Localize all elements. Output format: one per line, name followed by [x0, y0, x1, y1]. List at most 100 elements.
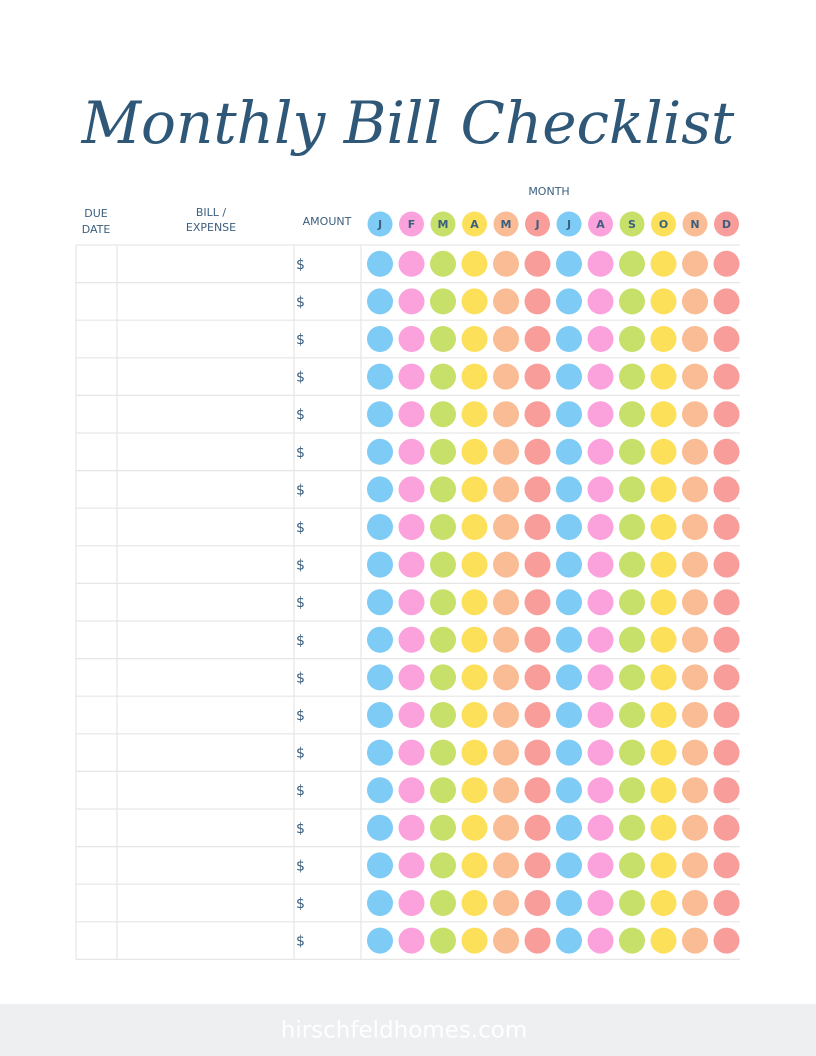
- month-circle: [619, 211, 645, 237]
- check-circle: [587, 739, 614, 766]
- check-circle: [682, 739, 708, 766]
- check-circle: [367, 777, 393, 804]
- check-circle: [556, 551, 582, 578]
- check-circle: [619, 852, 645, 879]
- check-circle: [461, 852, 488, 879]
- check-circle: [367, 288, 393, 315]
- amount-sign: $: [296, 482, 305, 498]
- check-circle: [367, 890, 393, 916]
- check-circle: [682, 476, 708, 503]
- check-circle: [524, 702, 551, 728]
- check-circle: [619, 664, 645, 691]
- check-circle: [650, 401, 677, 428]
- due-date-header: DUE: [84, 207, 108, 220]
- check-circle: [493, 814, 519, 841]
- footer-site: hirschfeldhomes.com: [281, 1018, 528, 1044]
- check-circle: [430, 551, 456, 578]
- check-circle: [713, 890, 740, 916]
- check-circle: [493, 890, 519, 916]
- check-circle: [556, 739, 582, 766]
- check-circle: [461, 739, 488, 766]
- check-circle: [556, 438, 582, 465]
- check-circle: [524, 664, 551, 691]
- amount-sign: $: [296, 445, 305, 461]
- check-circle: [713, 702, 740, 728]
- month-circle: [367, 211, 393, 237]
- check-circle: [650, 438, 677, 465]
- check-circle: [650, 927, 677, 954]
- check-circle: [650, 326, 677, 352]
- check-circle: [367, 927, 393, 954]
- check-circle: [682, 514, 708, 540]
- check-circle: [398, 551, 425, 578]
- check-circle: [713, 401, 740, 428]
- check-circle: [430, 326, 456, 352]
- check-circle: [461, 589, 488, 616]
- check-circle: [493, 438, 519, 465]
- check-circle: [619, 363, 645, 390]
- check-circle: [619, 814, 645, 841]
- check-circle: [587, 626, 614, 653]
- bill-header: BILL /: [196, 206, 227, 219]
- check-circle: [682, 890, 708, 916]
- check-circle: [619, 739, 645, 766]
- check-circle: [587, 702, 614, 728]
- check-circle: [587, 814, 614, 841]
- check-circle: [650, 852, 677, 879]
- check-circle: [398, 326, 425, 352]
- check-circle: [461, 514, 488, 540]
- check-circle: [493, 401, 519, 428]
- footer-band: [0, 1004, 816, 1056]
- check-circle: [556, 814, 582, 841]
- month-label: MONTH: [528, 185, 569, 198]
- check-circle: [713, 551, 740, 578]
- check-circle: [556, 514, 582, 540]
- check-circle: [524, 589, 551, 616]
- bill-header: EXPENSE: [186, 221, 236, 234]
- month-circle: [556, 211, 582, 237]
- check-circle: [493, 777, 519, 804]
- check-circle: [367, 589, 393, 616]
- amount-sign: $: [296, 633, 305, 649]
- check-circle: [619, 326, 645, 352]
- check-circle: [461, 702, 488, 728]
- check-circle: [713, 927, 740, 954]
- check-circle: [524, 777, 551, 804]
- check-circle: [398, 363, 425, 390]
- check-circle: [524, 626, 551, 653]
- check-circle: [587, 589, 614, 616]
- check-circle: [713, 626, 740, 653]
- check-circle: [587, 852, 614, 879]
- check-circle: [556, 589, 582, 616]
- check-circle: [367, 326, 393, 352]
- month-circle: [430, 211, 456, 237]
- check-circle: [682, 438, 708, 465]
- amount-sign: $: [296, 670, 305, 686]
- check-circle: [619, 514, 645, 540]
- check-circle: [430, 739, 456, 766]
- check-circle: [682, 814, 708, 841]
- check-circle: [367, 664, 393, 691]
- amount-sign: $: [296, 520, 305, 536]
- check-circle: [619, 626, 645, 653]
- check-circle: [524, 363, 551, 390]
- check-circle: [398, 777, 425, 804]
- month-circle: [588, 211, 613, 237]
- check-circle: [524, 250, 551, 277]
- check-circle: [587, 890, 614, 916]
- check-circle: [619, 702, 645, 728]
- check-circle: [367, 363, 393, 390]
- check-circle: [682, 927, 708, 954]
- check-circle: [430, 702, 456, 728]
- check-circle: [524, 739, 551, 766]
- check-circle: [713, 363, 740, 390]
- check-circle: [556, 626, 582, 653]
- check-circle: [430, 476, 456, 503]
- check-circle: [587, 514, 614, 540]
- check-circle: [650, 664, 677, 691]
- check-circle: [493, 589, 519, 616]
- check-circle: [587, 927, 614, 954]
- month-circle: [462, 211, 487, 237]
- check-circle: [682, 363, 708, 390]
- check-circle: [398, 401, 425, 428]
